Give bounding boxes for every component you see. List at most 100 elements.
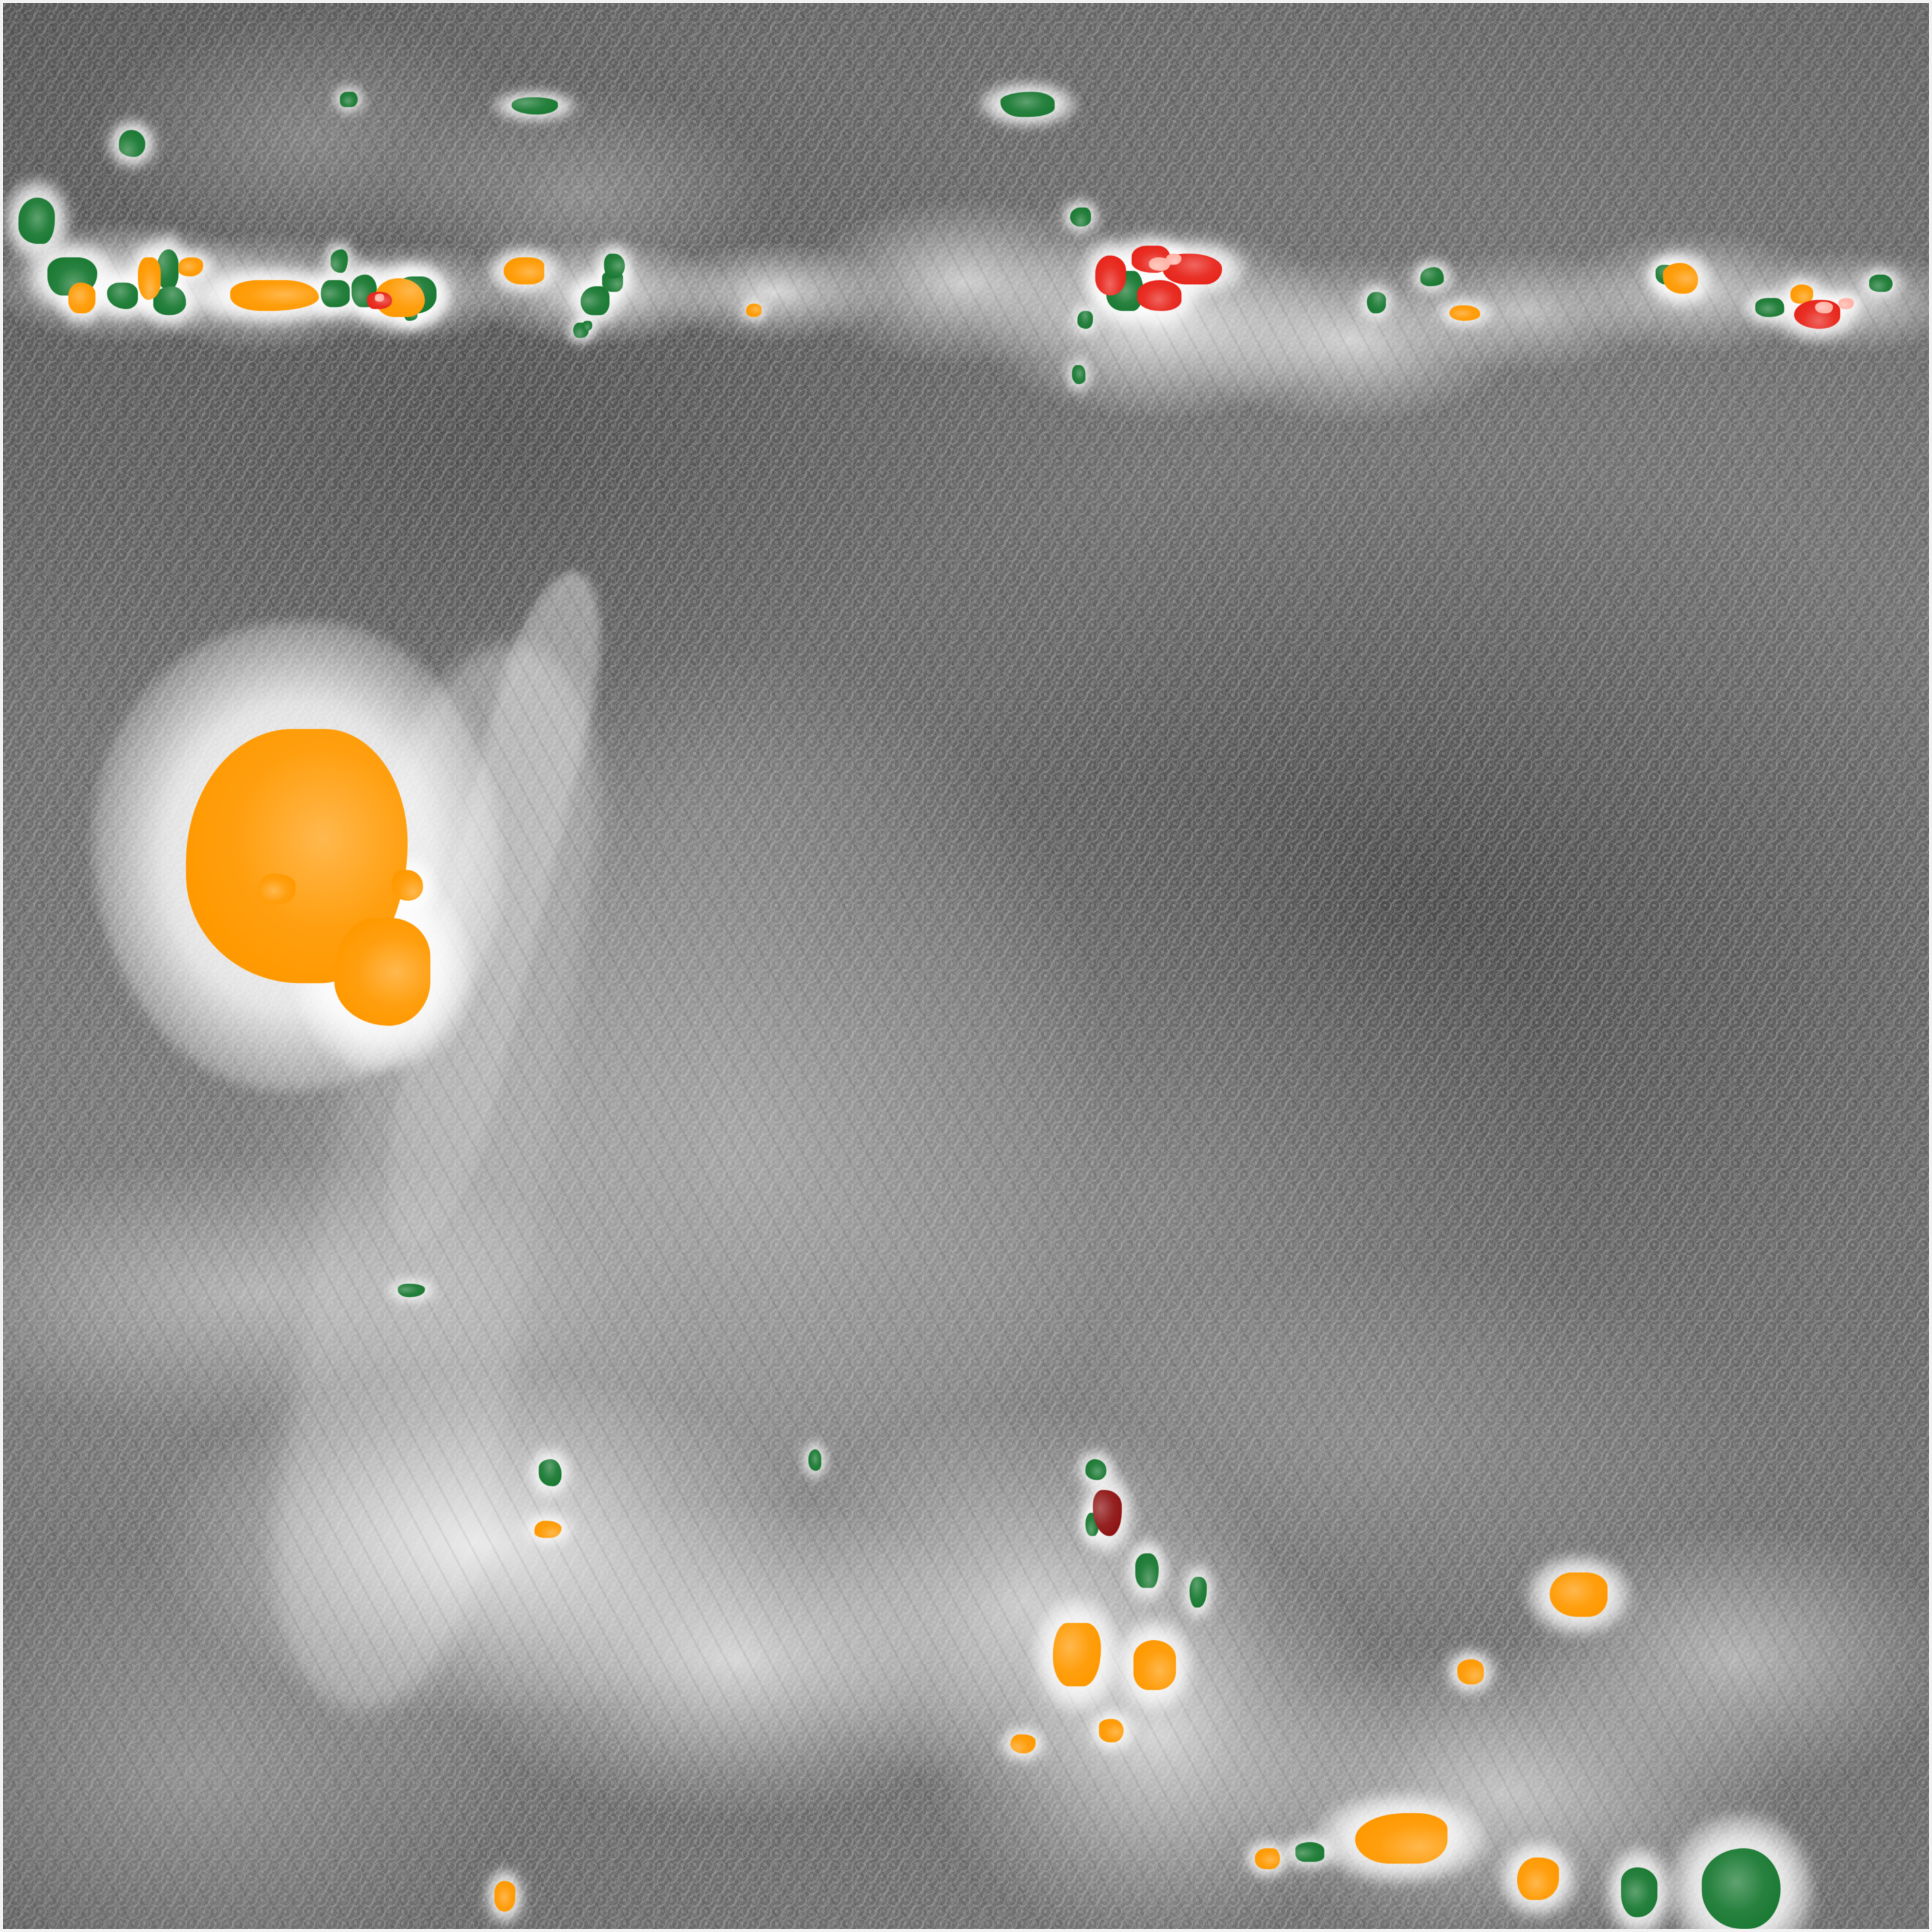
- convective-feature-pink[interactable]: [1838, 297, 1854, 310]
- feature-polygon: [1052, 1622, 1101, 1686]
- feature-polygon: [1869, 275, 1893, 292]
- convective-feature-red[interactable]: [1794, 299, 1841, 329]
- convective-feature-green[interactable]: [538, 1459, 562, 1486]
- feature-polygon: [1133, 1640, 1176, 1691]
- convective-feature-green[interactable]: [511, 97, 558, 115]
- convective-feature-green[interactable]: [1420, 267, 1444, 286]
- convective-feature-pink[interactable]: [1166, 253, 1182, 265]
- convective-feature-green[interactable]: [321, 280, 350, 308]
- convective-feature-orange[interactable]: [230, 280, 319, 312]
- convective-feature-red[interactable]: [1162, 253, 1222, 284]
- convective-feature-orange[interactable]: [1133, 1640, 1176, 1691]
- feature-polygon: [1135, 1553, 1159, 1588]
- feature-polygon: [494, 1880, 516, 1912]
- convective-feature-green[interactable]: [1135, 1553, 1159, 1588]
- feature-polygon: [1095, 255, 1126, 296]
- feature-polygon: [534, 1520, 562, 1538]
- convective-feature-red[interactable]: [1095, 255, 1126, 296]
- convective-feature-orange[interactable]: [1663, 263, 1698, 294]
- convective-feature-green[interactable]: [398, 1284, 425, 1297]
- feature-polygon: [1162, 253, 1222, 284]
- convective-feature-orange[interactable]: [1449, 305, 1481, 321]
- feature-polygon: [68, 282, 96, 313]
- convective-feature-orange[interactable]: [392, 869, 423, 901]
- convective-feature-pink[interactable]: [374, 294, 385, 302]
- feature-polygon: [1663, 263, 1698, 294]
- feature-polygon: [392, 869, 423, 901]
- feature-polygon: [178, 257, 204, 277]
- convective-feature-green[interactable]: [603, 253, 626, 279]
- convective-feature-darkred[interactable]: [1093, 1489, 1122, 1536]
- feature-polygon: [1255, 1848, 1280, 1870]
- feature-polygon: [581, 286, 610, 315]
- feature-polygon: [230, 280, 319, 312]
- feature-polygon: [1794, 299, 1841, 329]
- convective-feature-orange[interactable]: [257, 873, 296, 904]
- convective-feature-orange[interactable]: [504, 257, 544, 284]
- convective-feature-orange[interactable]: [1098, 1719, 1124, 1742]
- convective-feature-orange[interactable]: [1354, 1813, 1447, 1864]
- feature-polygon: [1549, 1572, 1608, 1617]
- feature-polygon: [107, 282, 138, 310]
- convective-feature-orange[interactable]: [68, 282, 96, 313]
- feature-polygon: [118, 130, 146, 158]
- feature-polygon: [1077, 311, 1093, 329]
- convective-feature-green[interactable]: [1085, 1459, 1107, 1481]
- convective-feature-orange[interactable]: [1052, 1622, 1101, 1686]
- feature-polygon: [334, 917, 431, 1026]
- feature-polygon: [1366, 292, 1386, 313]
- convective-feature-green[interactable]: [18, 197, 55, 244]
- convective-feature-pink[interactable]: [1815, 301, 1833, 313]
- feature-polygon: [1449, 305, 1481, 321]
- convective-feature-green[interactable]: [157, 249, 179, 291]
- convective-feature-green[interactable]: [1000, 91, 1055, 117]
- convective-feature-orange[interactable]: [534, 1520, 562, 1538]
- convective-feature-green[interactable]: [1295, 1842, 1324, 1862]
- feature-polygon: [538, 1459, 562, 1486]
- convective-feature-orange[interactable]: [1516, 1858, 1560, 1901]
- feature-polygon: [1166, 253, 1182, 265]
- convective-feature-green[interactable]: [1701, 1848, 1781, 1929]
- convective-feature-green[interactable]: [1869, 275, 1893, 292]
- feature-polygon: [1354, 1813, 1447, 1864]
- convective-feature-green[interactable]: [330, 249, 348, 273]
- feature-polygon: [340, 91, 358, 107]
- convective-feature-green[interactable]: [118, 130, 146, 158]
- convective-feature-green[interactable]: [1072, 365, 1085, 385]
- convective-feature-orange[interactable]: [494, 1880, 516, 1912]
- convective-feature-orange[interactable]: [746, 303, 762, 317]
- convective-feature-green[interactable]: [340, 91, 358, 107]
- feature-polygon: [1085, 1459, 1107, 1481]
- convective-feature-orange[interactable]: [1549, 1572, 1608, 1617]
- convective-feature-orange[interactable]: [1457, 1659, 1484, 1684]
- convective-feature-orange[interactable]: [178, 257, 204, 277]
- feature-polygon: [1815, 301, 1833, 313]
- convective-feature-green[interactable]: [808, 1449, 822, 1471]
- feature-polygon: [1457, 1659, 1484, 1684]
- convective-feature-green[interactable]: [107, 282, 138, 310]
- convective-feature-orange[interactable]: [334, 917, 431, 1026]
- feature-polygon: [1098, 1719, 1124, 1742]
- feature-polygon: [511, 97, 558, 115]
- convective-feature-green[interactable]: [1077, 311, 1093, 329]
- convective-feature-green[interactable]: [1620, 1867, 1657, 1918]
- convective-feature-green[interactable]: [1366, 292, 1386, 313]
- convective-feature-green[interactable]: [1189, 1576, 1207, 1608]
- convective-feature-orange[interactable]: [1010, 1734, 1036, 1754]
- feature-polygon: [1701, 1848, 1781, 1929]
- convective-feature-green[interactable]: [1069, 207, 1092, 227]
- convective-feature-green[interactable]: [581, 286, 610, 315]
- feature-polygon: [321, 280, 350, 308]
- convective-feature-green[interactable]: [1755, 297, 1785, 317]
- convective-feature-green[interactable]: [573, 323, 589, 339]
- convective-feature-red[interactable]: [1137, 280, 1182, 312]
- feature-polygon: [1069, 207, 1092, 227]
- convective-feature-green[interactable]: [582, 321, 593, 331]
- feature-polygon: [330, 249, 348, 273]
- feature-polygon: [1189, 1576, 1207, 1608]
- convective-feature-orange[interactable]: [1255, 1848, 1280, 1870]
- convective-feature-orange[interactable]: [137, 257, 161, 300]
- convective-feature-pink[interactable]: [1149, 257, 1170, 271]
- feature-polygon: [1620, 1867, 1657, 1918]
